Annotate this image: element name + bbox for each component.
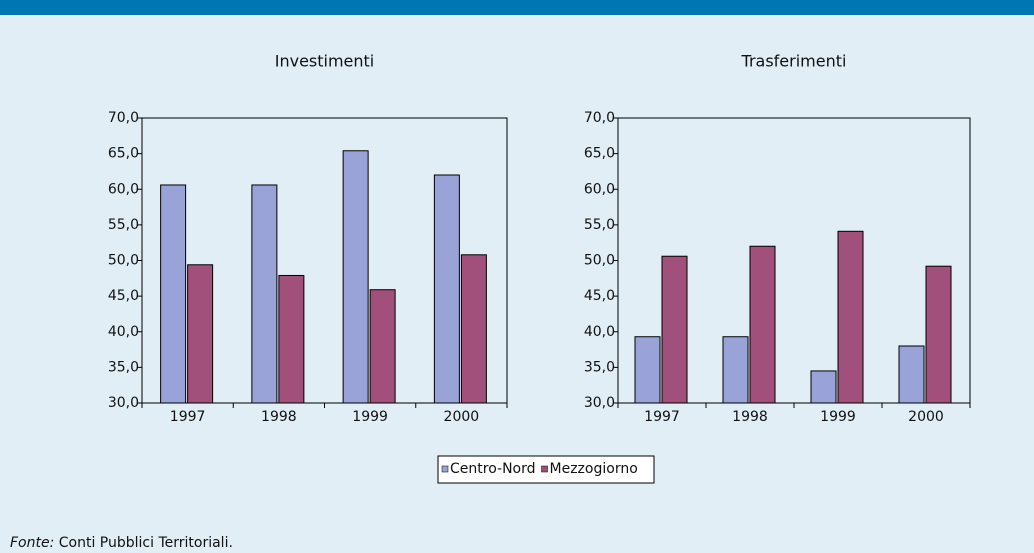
- y-tick-label: 50,0: [108, 253, 139, 269]
- y-tick-label: 70,0: [108, 110, 139, 126]
- bar: [925, 265, 952, 404]
- y-tick-label: 50,0: [584, 253, 615, 269]
- bar: [898, 345, 925, 404]
- x-tick-label: 1997: [644, 409, 680, 425]
- x-tick-label: 1997: [170, 409, 206, 425]
- x-tick-label: 1999: [352, 409, 388, 425]
- y-tick-label: 65,0: [584, 146, 615, 162]
- y-tick-label: 35,0: [584, 359, 615, 375]
- bar: [342, 150, 369, 404]
- source-note: Fonte: Conti Pubblici Territoriali.: [10, 535, 233, 551]
- bar: [187, 264, 214, 404]
- legend-swatch: [541, 465, 548, 473]
- bar: [369, 289, 396, 404]
- y-tick-label: 55,0: [584, 217, 615, 233]
- y-tick-label: 65,0: [108, 146, 139, 162]
- bar: [634, 336, 661, 404]
- chart-title: Trasferimenti: [741, 52, 847, 71]
- x-tick-label: 2000: [908, 409, 944, 425]
- bar: [278, 274, 305, 404]
- bar: [837, 230, 864, 404]
- bar: [722, 336, 749, 404]
- legend-swatch: [441, 465, 449, 473]
- bar: [661, 255, 688, 404]
- bar: [160, 184, 187, 404]
- y-tick-label: 45,0: [108, 288, 139, 304]
- x-tick-label: 1999: [820, 409, 856, 425]
- y-tick-label: 35,0: [108, 359, 139, 375]
- legend-label: Mezzogiorno: [550, 461, 638, 477]
- legend-label: Centro-Nord: [450, 461, 536, 477]
- y-tick-label: 55,0: [108, 217, 139, 233]
- y-tick-label: 30,0: [108, 395, 139, 411]
- x-tick-label: 2000: [444, 409, 480, 425]
- y-tick-label: 45,0: [584, 288, 615, 304]
- bar: [460, 254, 487, 404]
- x-tick-label: 1998: [732, 409, 768, 425]
- bar: [433, 174, 460, 404]
- source-text: Conti Pubblici Territoriali.: [54, 535, 233, 551]
- bar: [810, 370, 837, 404]
- y-tick-label: 40,0: [108, 324, 139, 340]
- y-tick-label: 30,0: [584, 395, 615, 411]
- bar: [749, 245, 776, 404]
- bar: [251, 184, 278, 404]
- y-tick-label: 70,0: [584, 110, 615, 126]
- y-tick-label: 40,0: [584, 324, 615, 340]
- y-tick-label: 60,0: [584, 181, 615, 197]
- source-label: Fonte:: [10, 535, 54, 551]
- x-tick-label: 1998: [261, 409, 297, 425]
- top-bar: [0, 0, 1034, 15]
- chart-title: Investimenti: [275, 52, 375, 71]
- y-tick-label: 60,0: [108, 181, 139, 197]
